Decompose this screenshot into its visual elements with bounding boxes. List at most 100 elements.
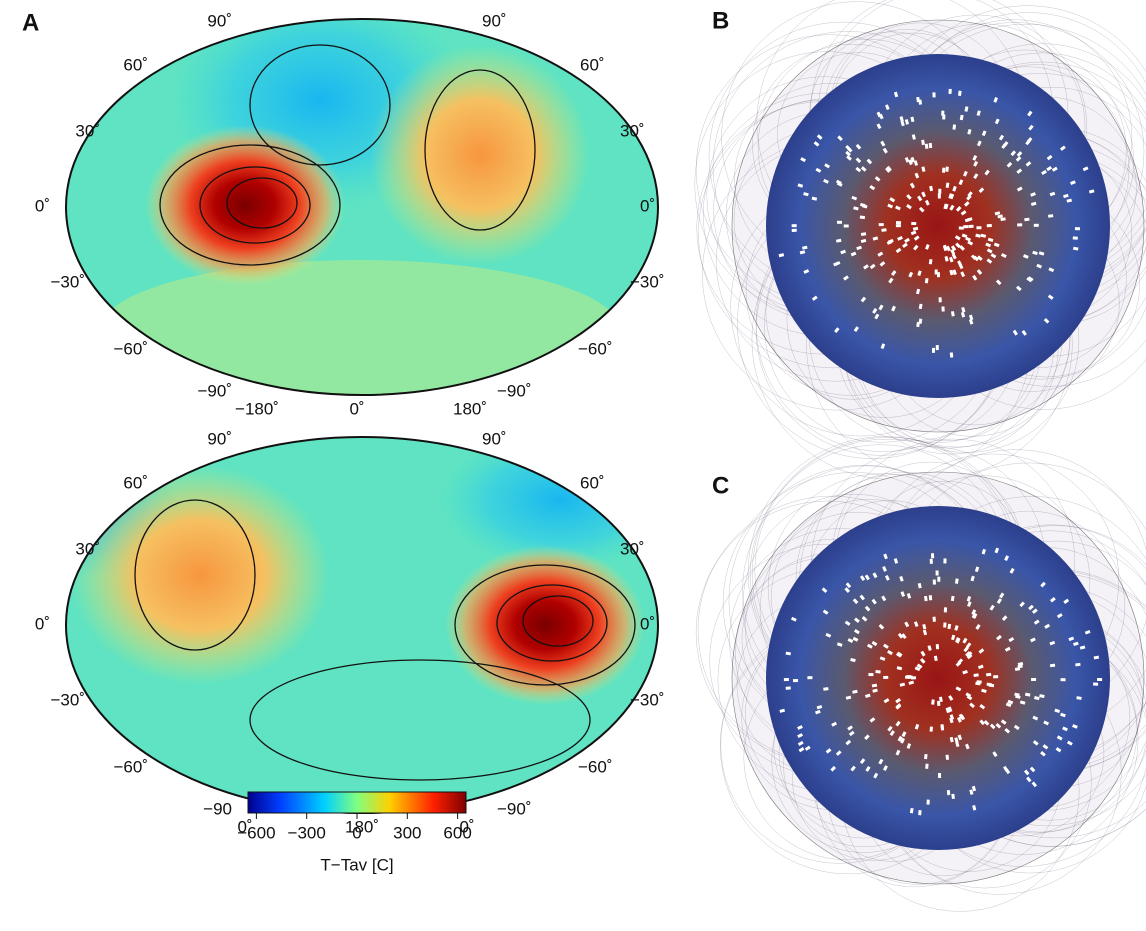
lat-label: −30˚ [51,690,86,709]
dash [930,559,933,564]
dash [925,764,928,769]
lat-label: −60˚ [578,339,613,358]
dash [963,225,968,228]
dash [938,194,941,199]
dash [1097,678,1102,681]
lat-label: 30˚ [75,539,100,558]
dash [792,224,797,227]
lat-label: 60˚ [123,473,148,492]
dash [1024,218,1029,222]
dash [937,272,940,277]
dash [793,679,798,682]
dash [946,755,950,760]
dash [844,224,849,227]
dash [868,673,873,676]
colorbar-tick-label: 0 [352,823,361,842]
dash [947,790,950,795]
lat-label: −90˚ [497,799,532,818]
dash [930,727,933,732]
dash [938,189,941,194]
dash [807,676,812,679]
dash [936,644,939,649]
colorbar-tick-label: 600 [443,823,471,842]
dash [875,670,880,673]
dash [931,553,934,558]
dash [896,224,901,227]
dash [945,167,949,172]
dash [976,226,981,229]
sphere-core [766,506,1110,850]
colorbar [248,792,466,813]
lat-label: −30˚ [630,690,665,709]
lat-label: 0˚ [640,614,655,633]
lat-label: 30˚ [620,121,645,140]
dash [896,221,901,224]
dash [937,577,940,582]
dash [1075,227,1080,230]
dash [792,229,797,232]
dash [860,216,865,220]
dash [944,607,947,612]
dash [1093,683,1098,686]
dash [932,348,935,353]
dash [987,224,992,227]
dash [932,92,935,97]
dash [942,168,945,173]
dash [786,686,791,689]
lat-label: 90˚ [482,429,507,448]
dash [823,687,828,691]
dash [952,124,956,129]
lat-label: 90˚ [207,11,232,30]
lat-label: 60˚ [123,55,148,74]
dash [1061,678,1066,681]
dash [938,773,941,778]
dash [951,794,955,799]
dash [911,222,916,225]
dash [918,810,922,815]
lat-label: −90˚ [497,381,532,400]
lat-label: −30˚ [51,272,86,291]
panel-label: B [712,7,729,34]
dash [933,579,936,584]
dash [1075,663,1080,667]
dash [977,680,982,683]
dash [959,226,964,229]
dash [784,678,789,681]
dash [879,223,884,226]
dash [881,228,886,232]
colorbar-tick-label: 300 [393,823,421,842]
lat-label: 30˚ [75,121,100,140]
dash [986,673,991,677]
dash [1048,214,1053,218]
lat-label: 0˚ [640,196,655,215]
lat-label: −60˚ [114,757,149,776]
lat-label: 60˚ [580,55,605,74]
dash [939,297,942,302]
dash [941,111,944,116]
dash [929,595,932,600]
colorbar-tick-label: −600 [237,823,275,842]
dash [1073,236,1078,239]
lat-label: −90 [203,799,232,818]
lat-label: −60˚ [114,339,149,358]
dash [1031,678,1036,681]
lon-label: 180˚ [453,399,487,418]
dash [969,225,974,228]
dash [883,676,888,679]
sphere-b [695,0,1146,479]
lon-label: −180˚ [235,399,279,418]
panel-label: A [22,9,39,36]
dash [936,345,939,350]
lat-label: 90˚ [482,11,507,30]
dash [924,754,928,759]
dash [987,683,992,687]
lat-label: −60˚ [578,757,613,776]
dash [958,91,962,96]
dash [837,221,842,224]
dash [1034,224,1039,227]
dash [929,143,932,148]
lon-label: 180˚ [345,817,379,836]
dash [927,800,930,805]
dash [933,617,936,622]
lat-label: 30˚ [620,539,645,558]
